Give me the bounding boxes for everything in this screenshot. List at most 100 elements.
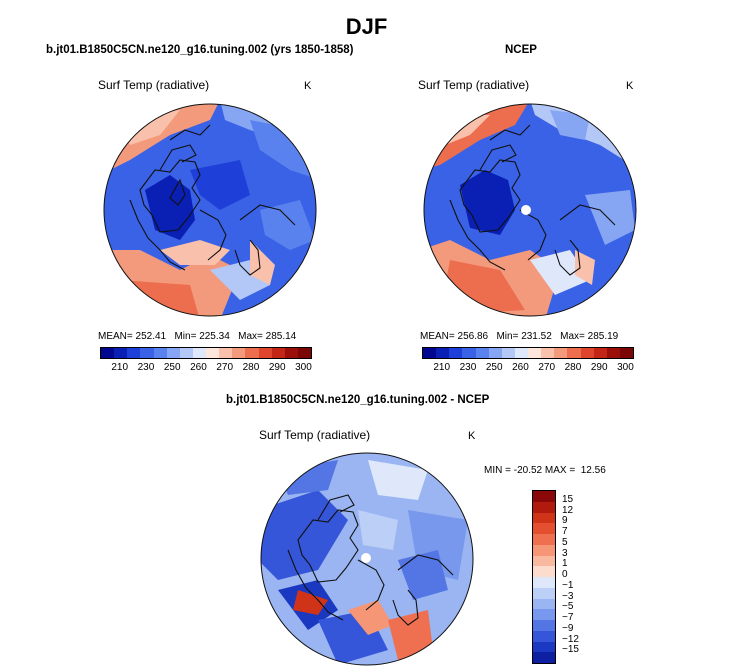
model-colorbar-swatch — [219, 348, 233, 358]
diff-colorbar-swatch — [533, 523, 555, 534]
model-colorbar-tick-label: 230 — [137, 362, 155, 373]
model-variable-label: Surf Temp (radiative) — [98, 78, 210, 92]
model-colorbar-tick-label: 300 — [295, 362, 312, 373]
diff-colorbar-tick-label: 5 — [562, 536, 568, 548]
diff-panel-header: b.jt01.B1850C5CN.ne120_g16.tuning.002 - … — [226, 394, 490, 406]
model-colorbar-swatch — [127, 348, 141, 358]
model-colorbar-swatch — [153, 348, 167, 358]
diff-colorbar-tick-label: 1 — [562, 558, 568, 570]
obs-colorbar-ticks: 210 230 250 260 270 280 290 300 — [422, 362, 634, 374]
obs-colorbar-swatch — [475, 348, 489, 358]
diff-colorbar-swatch — [533, 566, 555, 577]
model-colorbar-tick-label: 270 — [216, 362, 234, 373]
obs-colorbar-swatch — [567, 348, 581, 358]
obs-units-label: K — [626, 80, 634, 92]
diff-colorbar-tick-label: −1 — [562, 579, 574, 591]
obs-colorbar-swatch — [436, 348, 450, 358]
obs-colorbar-swatch — [580, 348, 594, 358]
diff-colorbar-swatch — [533, 501, 555, 513]
model-colorbar-swatch — [140, 348, 154, 358]
model-stats: MEAN= 252.41 Min= 225.34 Max= 285.14 — [98, 331, 297, 342]
obs-colorbar-swatch — [541, 348, 555, 358]
diff-colorbar-swatch — [533, 577, 555, 588]
diff-colorbar — [532, 490, 556, 664]
model-colorbar-swatch — [284, 348, 298, 358]
obs-colorbar-swatch — [619, 348, 633, 358]
diff-colorbar-tick-label: −9 — [562, 622, 574, 634]
model-colorbar-swatch — [232, 348, 246, 358]
model-colorbar-tick-label: 250 — [163, 362, 181, 373]
obs-colorbar-tick-label: 230 — [459, 362, 477, 373]
diff-colorbar-tick-label: −3 — [562, 590, 574, 602]
diff-colorbar-tick-label: 0 — [562, 569, 568, 580]
diff-colorbar-tick-label: −12 — [562, 633, 579, 645]
diff-colorbar-swatch — [533, 544, 555, 556]
diff-colorbar-tick-label: 12 — [562, 504, 574, 516]
obs-colorbar-swatch — [528, 348, 542, 358]
obs-colorbar-tick-label: 300 — [617, 362, 634, 373]
obs-colorbar-swatch — [449, 348, 463, 358]
obs-colorbar-swatch — [606, 348, 620, 358]
obs-colorbar-tick-label: 290 — [590, 362, 608, 373]
diff-units-label: K — [468, 430, 476, 442]
model-colorbar-tick-label: 260 — [190, 362, 207, 373]
diff-colorbar-tick-label: 15 — [562, 493, 574, 505]
diff-colorbar-swatch — [533, 587, 555, 599]
diff-pole-hole — [361, 553, 371, 563]
diff-colorbar-swatch — [533, 620, 555, 631]
diff-colorbar-tick-label: −7 — [562, 612, 574, 623]
model-colorbar-swatch — [206, 348, 220, 358]
model-colorbar-swatch — [192, 348, 206, 358]
diff-colorbar-swatch — [533, 512, 555, 524]
diff-colorbar-tick-label: −15 — [562, 644, 579, 656]
obs-colorbar-tick-label: 280 — [564, 362, 582, 373]
figure-title: DJF — [345, 14, 388, 39]
diff-colorbar-swatch — [533, 630, 555, 642]
model-colorbar-swatch — [245, 348, 259, 358]
model-units-label: K — [304, 80, 312, 92]
diff-colorbar-swatch — [533, 652, 555, 663]
pole-hole — [521, 205, 531, 215]
obs-colorbar-swatch — [462, 348, 476, 358]
model-colorbar-tick-label: 210 — [111, 362, 129, 373]
obs-panel-header: NCEP — [505, 44, 537, 56]
model-colorbar-swatch — [166, 348, 180, 358]
diff-colorbar-tick-label: 3 — [562, 547, 568, 559]
diff-stats: MIN = -20.52 MAX = 12.56 — [484, 465, 606, 476]
obs-colorbar — [422, 347, 634, 359]
diff-colorbar-swatch — [533, 491, 555, 502]
diff-colorbar-tick-label: 9 — [562, 515, 568, 527]
diff-colorbar-swatch — [533, 555, 555, 567]
obs-colorbar-swatch — [514, 348, 528, 358]
obs-variable-label: Surf Temp (radiative) — [418, 78, 530, 92]
obs-polar-map — [423, 103, 637, 317]
model-colorbar-swatch — [179, 348, 193, 358]
obs-colorbar-tick-label: 250 — [485, 362, 503, 373]
obs-colorbar-tick-label: 260 — [512, 362, 529, 373]
obs-colorbar-tick-label: 270 — [538, 362, 556, 373]
obs-stats: MEAN= 256.86 Min= 231.52 Max= 285.19 — [420, 331, 619, 342]
model-colorbar-tick-label: 290 — [268, 362, 286, 373]
obs-colorbar-swatch — [554, 348, 568, 358]
obs-colorbar-swatch — [423, 348, 437, 358]
diff-colorbar-swatch — [533, 534, 555, 545]
model-polar-map — [103, 103, 317, 317]
obs-colorbar-tick-label: 210 — [433, 362, 451, 373]
model-colorbar-tick-label: 280 — [242, 362, 260, 373]
obs-colorbar-swatch — [488, 348, 502, 358]
model-panel-header: b.jt01.B1850C5CN.ne120_g16.tuning.002 (y… — [46, 44, 354, 56]
model-colorbar-swatch — [101, 348, 115, 358]
diff-colorbar-swatch — [533, 598, 555, 610]
diff-polar-map — [260, 452, 474, 666]
diff-variable-label: Surf Temp (radiative) — [259, 428, 371, 442]
obs-colorbar-swatch — [593, 348, 607, 358]
model-colorbar-swatch — [271, 348, 285, 358]
obs-colorbar-swatch — [501, 348, 515, 358]
diff-colorbar-swatch — [533, 609, 555, 620]
model-colorbar-swatch — [114, 348, 128, 358]
diff-colorbar-tick-label: −5 — [562, 601, 574, 613]
diff-colorbar-tick-label: 7 — [562, 526, 568, 537]
diff-colorbar-ticks: 15 12 9 7 5 3 1 0 −1 −3 −5 −7 −9 −12 −15 — [562, 490, 592, 662]
diff-colorbar-swatch — [533, 641, 555, 653]
model-colorbar-ticks: 210 230 250 260 270 280 290 300 — [100, 362, 312, 374]
